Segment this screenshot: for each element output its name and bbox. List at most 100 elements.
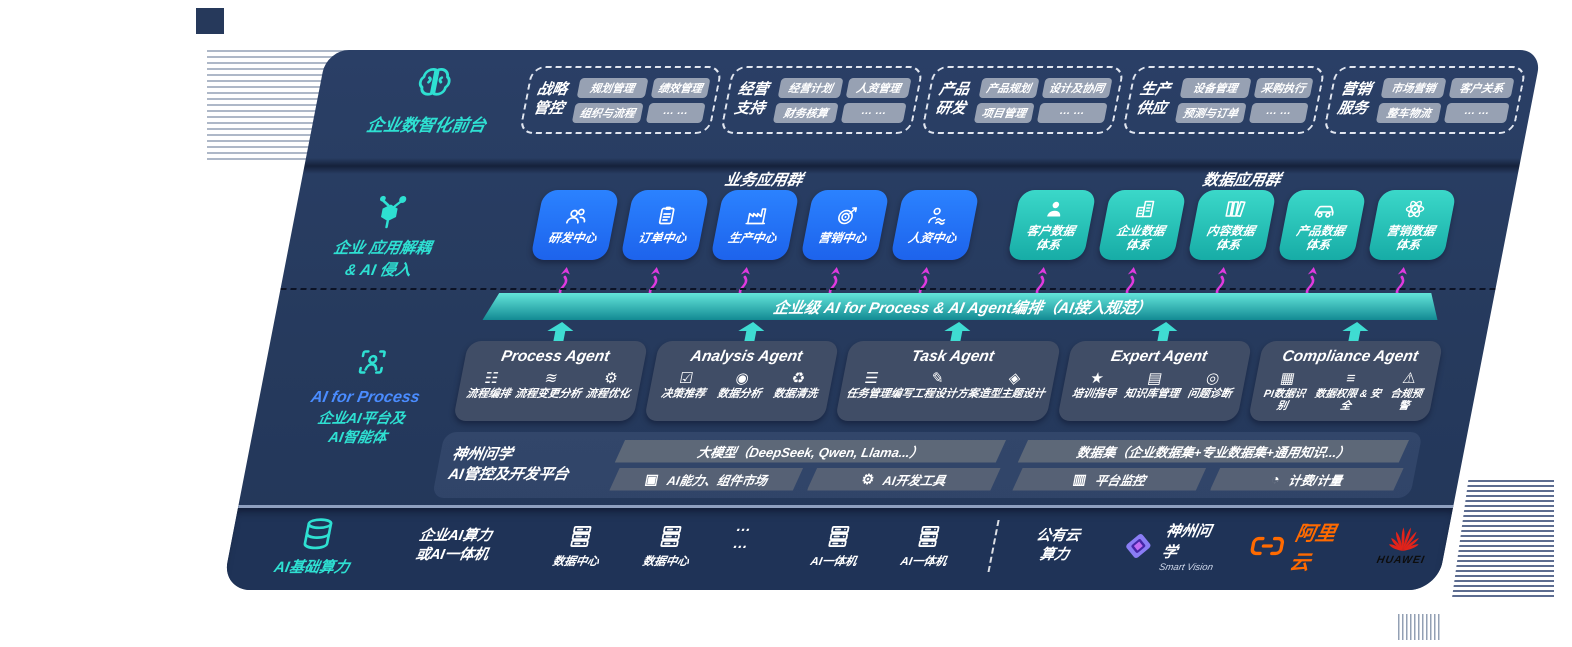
capability-label: 任务管理 [845,388,892,400]
infra-node: AI一体机 [789,523,884,569]
app-box: 人资中心 [890,190,980,260]
infra-node: 数据中心 [531,523,626,569]
platform-chip-icon: ▥ [1071,470,1089,487]
platform-chip: ◔ 计费/计量 [1210,468,1404,491]
aliyun-logo-icon [1250,536,1285,556]
module-chip: 人资管理 [845,77,912,98]
decoupling-label: 企业 应用解耦 & AI 侵入 [288,192,481,281]
app-box: 产品数据 体系 [1277,190,1367,260]
app-icon [922,204,951,228]
app-icon [652,204,681,228]
app-box-wrapper: 产品数据 体系 [1277,190,1367,297]
app-icon [1401,197,1430,221]
vendor-smartvision: 神州问学 Smart Vision [1117,520,1228,573]
app-box: 生产中心 [710,190,800,260]
module-chip: 规划管理 [576,77,649,98]
capability-icon: ≋ [543,370,560,387]
database-icon [296,515,341,553]
agent-card: Analysis Agent ☑ 决策推荐 ◉ 数据分析 ♻ 数据清洗 [643,322,840,422]
platform-chip-icon: ◔ [1269,471,1282,487]
app-box: 订单中心 [620,190,710,260]
model-chips: ▣ AI能力、组件市场 ⚙ AI开发工具 [609,468,1000,491]
group-chips: 规划管理 绩效管理 组织与流程… … [571,77,711,123]
agent-capabilities: ★ 培训指导 ▤ 知识库管理 ◎ 问题诊断 [1066,370,1240,401]
module-chip: 设计及协同 [1041,77,1113,98]
module-chip: 产品规划 [978,77,1040,98]
module-chip: … … [1036,102,1108,123]
front-office-title: 企业数智化前台 [364,116,488,135]
app-icon [742,204,771,228]
app-box-wrapper: 研发中心 [530,190,620,297]
vendor-huawei: HUAWEI [1376,526,1432,566]
up-arrow-icon [944,322,971,341]
ai-layer-title-en: AI for Process [309,389,422,406]
smartvision-logo-icon [1126,533,1151,559]
platform-chip: ▣ AI能力、组件市场 [609,468,803,491]
app-box: 营销中心 [800,190,890,260]
group-chips: 产品规划 设计及协同 项目管理… … [973,77,1113,123]
platform-label: 神州问学 AI管控及开发平台 [446,445,602,486]
app-box: 内容数据 体系 [1187,190,1277,260]
smartvision-name-cn: 神州问学 [1160,522,1213,561]
app-icon [832,204,861,228]
app-box: 营销数据 体系 [1367,190,1457,260]
server-icon [565,523,597,550]
agent-row: Process Agent ☷ 流程编排 ≋ 流程变更分析 ⚙ 流程优化 Ana… [452,322,1444,422]
ai-layer-label: AI for Process 企业AI平台及 AI智能体 [276,344,456,448]
dashed-separator [280,288,1496,290]
platform-chip-label: 计费/计量 [1287,473,1344,488]
platform-chip-icon: ▣ [643,470,661,487]
app-box-wrapper: 生产中心 [710,190,800,297]
compute-line1: 企业AI算力 [417,528,494,545]
agent-card: Compliance Agent ▦ PI数据识别 ≡ 数据权限 & 安全 ⚠ … [1247,322,1444,422]
app-box-wrapper: 客户数据 体系 [1007,190,1097,297]
magenta-arrow-icon [918,267,930,297]
capability-icon: ▦ [1278,370,1297,387]
dataset-chips: ▥ 平台监控 ◔ 计费/计量 [1012,468,1403,491]
agent-capabilities: ☰ 任务管理 ✎ 编写工程设计方案 ◈ 造型主题设计 [845,370,1049,401]
compute-label: 企业AI算力 或AI一体机 [381,527,527,565]
platform-chip-label: 平台监控 [1093,473,1147,488]
module-chip: 项目管理 [973,102,1035,123]
module-chip: 预测与订单 [1174,102,1247,123]
business-app-group: 研发中心 订单中心 生产中心 营销中心 [530,190,980,297]
infra-node-label: 数据中心 [641,556,690,568]
module-chip: 经营计划 [777,77,844,98]
agent-title: Expert Agent [1109,348,1209,365]
app-icon [1311,197,1340,221]
module-chip: 采购执行 [1253,77,1314,98]
ai-layer-title-cn2: AI智能体 [327,429,389,446]
capability-label: 问题诊断 [1186,388,1233,400]
platform-chip: ⚙ AI开发工具 [807,468,1001,491]
app-icon [1221,197,1250,221]
platform-chip-label: AI开发工具 [881,473,947,488]
capability-icon: ☷ [483,370,500,387]
scan-person-icon [351,344,394,380]
model-group: 大模型（DeepSeek, Qwen, Llama...） ▣ AI能力、组件市… [609,440,1006,491]
capability-label: 流程变更分析 [513,388,583,400]
agent-capability: ▦ PI数据识别 [1255,370,1314,412]
infra-node: AI一体机 [879,523,974,569]
magenta-arrow-icon [558,267,570,297]
platform-label-line2: AI管控及开发平台 [446,466,571,483]
data-app-group: 客户数据 体系 企业数据 体系 内容数据 体系 产品数据 体系 [1007,190,1457,297]
orchestration-bar: 企业级 AI for Process & AI Agent编排（AI接入规范） [482,293,1442,320]
cloud-line2: 算力 [1038,547,1071,563]
platform-chip-icon: ⚙ [860,470,876,487]
app-box-wrapper: 内容数据 体系 [1187,190,1277,297]
platform-chip-label: AI能力、组件市场 [665,473,769,488]
capability-icon: ◈ [1007,370,1023,387]
server-icon [655,523,687,550]
app-label: 内容数据 体系 [1205,224,1257,252]
up-arrow-icon [547,322,574,341]
front-office-group: 生产供应 设备管理 采购执行 预测与订单… … [1121,66,1326,134]
infra-node: 数据中心 [621,523,716,569]
agent-capability: ♻ 数据清洗 [772,370,822,401]
agent-capability: ⚠ 合规预警 [1382,370,1431,412]
aliyun-name: 阿里云 [1287,523,1338,574]
server-icon [822,523,854,550]
agent-capability: ≡ 数据权限 & 安全 [1307,370,1390,412]
capability-label: 培训指导 [1070,388,1118,400]
business-group-title: 业务应用群 [723,172,805,189]
module-chip: … … [1443,102,1510,123]
